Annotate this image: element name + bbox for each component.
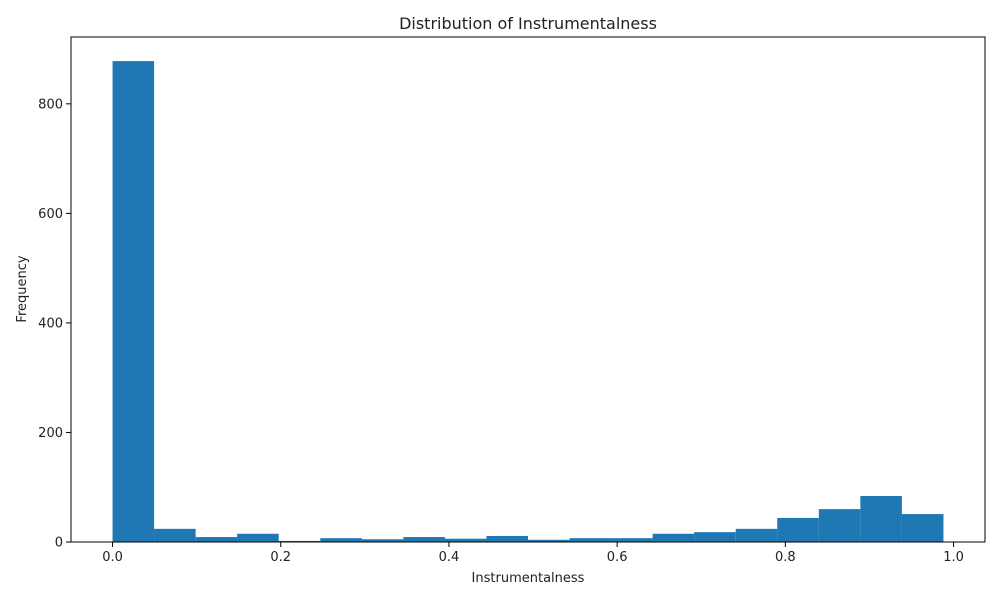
histogram-bar <box>652 533 695 542</box>
histogram-bar <box>237 533 279 542</box>
plot-frame <box>70 36 986 543</box>
x-tick-label: 0.4 <box>439 550 460 565</box>
histogram-bar <box>694 532 736 542</box>
x-axis-label: Instrumentalness <box>472 571 585 586</box>
x-tick-label: 0.2 <box>270 550 291 565</box>
histogram-bar <box>735 528 778 542</box>
histogram-bar <box>569 538 612 542</box>
y-tick-label: 800 <box>38 97 63 112</box>
histogram-bar <box>901 514 944 542</box>
histogram-bar <box>112 61 155 542</box>
histogram-bar <box>154 528 196 542</box>
x-tick-label: 0.8 <box>775 550 796 565</box>
histogram-bar <box>444 538 487 542</box>
y-tick-label: 0 <box>55 536 63 551</box>
histogram-bar <box>528 539 570 542</box>
y-tick-label: 600 <box>38 207 63 222</box>
y-tick-label: 200 <box>38 426 63 441</box>
chart-title: Distribution of Instrumentalness <box>399 14 657 33</box>
histogram-bar <box>278 540 321 542</box>
histogram-bar <box>818 509 861 542</box>
histogram-bar <box>320 538 362 542</box>
histogram-bar <box>860 495 902 542</box>
histogram-bar <box>361 539 404 542</box>
histogram-bar <box>486 535 528 542</box>
y-axis-label: Frequency <box>15 255 30 322</box>
x-tick-label: 0.0 <box>102 550 123 565</box>
y-tick-label: 400 <box>38 316 63 331</box>
histogram-bar <box>403 537 445 542</box>
histogram-bar <box>195 537 238 542</box>
x-tick-label: 0.6 <box>607 550 628 565</box>
histogram-bar <box>611 538 653 542</box>
x-axis-ticks: 0.0 0.2 0.4 0.6 0.8 1.0 <box>102 542 964 565</box>
y-axis-ticks: 0 200 400 600 800 <box>38 97 71 551</box>
histogram-bar <box>777 517 819 542</box>
x-tick-label: 1.0 <box>943 550 964 565</box>
histogram-bars <box>112 61 944 542</box>
